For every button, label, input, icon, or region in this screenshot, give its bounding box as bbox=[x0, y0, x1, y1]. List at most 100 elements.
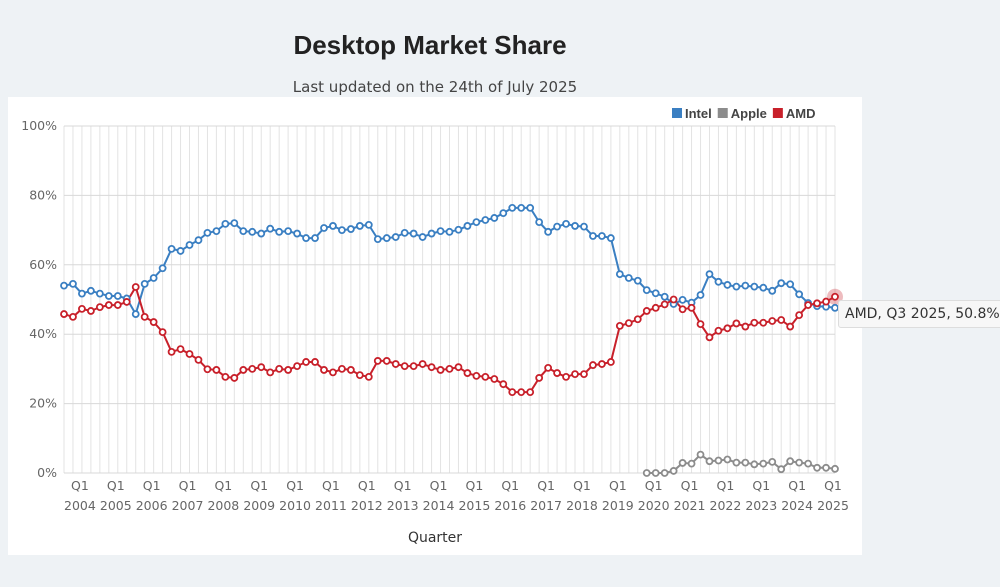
data-point-apple bbox=[696, 450, 705, 459]
data-point-intel bbox=[598, 232, 606, 240]
x-tick-year: 2023 bbox=[745, 498, 777, 513]
data-point-intel bbox=[302, 234, 310, 242]
x-tick-year: 2008 bbox=[207, 498, 239, 513]
x-tick-quarter: Q1 bbox=[788, 478, 806, 493]
data-point-amd bbox=[804, 301, 813, 309]
data-point-amd bbox=[472, 371, 481, 380]
x-tick-year: 2005 bbox=[100, 498, 132, 513]
data-point-amd bbox=[651, 303, 660, 312]
data-point-amd bbox=[320, 366, 328, 374]
data-point-amd bbox=[831, 292, 839, 301]
data-point-intel bbox=[185, 241, 194, 249]
data-point-intel bbox=[95, 289, 104, 298]
data-point-amd bbox=[86, 307, 95, 315]
data-point-intel bbox=[535, 218, 544, 227]
data-point-intel bbox=[759, 283, 768, 292]
data-point-amd bbox=[212, 366, 221, 374]
data-point-intel bbox=[104, 292, 113, 300]
data-point-amd bbox=[499, 380, 508, 389]
data-point-intel bbox=[409, 229, 418, 238]
x-tick-quarter: Q1 bbox=[752, 478, 770, 493]
data-point-intel bbox=[194, 236, 203, 245]
data-point-intel bbox=[293, 229, 301, 238]
data-point-intel bbox=[221, 219, 230, 228]
data-point-amd bbox=[355, 371, 364, 380]
data-point-intel bbox=[678, 295, 687, 304]
data-point-intel bbox=[705, 270, 714, 279]
y-tick-label: 0% bbox=[37, 465, 57, 480]
x-tick-quarter: Q1 bbox=[322, 478, 340, 493]
y-tick-label: 40% bbox=[29, 326, 57, 341]
data-point-amd bbox=[660, 300, 669, 309]
legend-swatch-amd bbox=[772, 108, 783, 118]
data-point-amd bbox=[69, 312, 77, 321]
data-point-amd bbox=[95, 303, 104, 312]
x-tick-year: 2017 bbox=[530, 498, 562, 513]
data-point-intel bbox=[131, 310, 140, 318]
data-point-intel bbox=[714, 277, 723, 286]
data-point-intel bbox=[266, 224, 275, 233]
data-point-amd bbox=[266, 368, 275, 377]
data-point-amd bbox=[741, 322, 750, 331]
data-point-amd bbox=[642, 307, 651, 315]
data-point-intel bbox=[158, 264, 167, 273]
data-point-intel bbox=[553, 222, 561, 231]
x-tick-quarter: Q1 bbox=[681, 478, 699, 493]
data-point-intel bbox=[427, 229, 436, 238]
data-point-intel bbox=[149, 274, 158, 282]
data-point-amd bbox=[436, 366, 445, 374]
data-point-intel bbox=[624, 274, 633, 282]
data-point-amd bbox=[230, 374, 239, 382]
data-point-amd bbox=[732, 319, 741, 328]
x-tick-year: 2018 bbox=[566, 498, 598, 513]
data-point-intel bbox=[544, 227, 553, 236]
x-tick-year: 2021 bbox=[674, 498, 706, 513]
data-point-intel bbox=[490, 214, 499, 222]
data-point-amd bbox=[562, 372, 570, 381]
data-point-intel bbox=[400, 228, 409, 237]
data-point-amd bbox=[544, 363, 553, 372]
data-point-intel bbox=[436, 227, 445, 236]
data-point-amd bbox=[122, 298, 131, 306]
data-point-amd bbox=[346, 366, 355, 374]
data-point-amd bbox=[526, 388, 535, 397]
data-point-apple bbox=[768, 457, 777, 466]
data-point-amd bbox=[777, 316, 786, 324]
data-point-amd bbox=[750, 318, 759, 327]
data-point-amd bbox=[140, 312, 149, 321]
x-tick-quarter: Q1 bbox=[573, 478, 591, 493]
y-tick-label: 80% bbox=[29, 187, 57, 202]
x-tick-quarter: Q1 bbox=[717, 478, 735, 493]
data-point-apple bbox=[777, 465, 786, 474]
data-point-intel bbox=[445, 227, 454, 236]
data-point-amd bbox=[445, 364, 454, 373]
x-tick-quarter: Q1 bbox=[501, 478, 519, 493]
data-point-intel bbox=[750, 282, 759, 291]
data-point-apple bbox=[795, 458, 804, 467]
data-point-apple bbox=[822, 463, 830, 472]
data-point-amd bbox=[795, 311, 804, 320]
data-point-amd bbox=[131, 283, 140, 291]
x-tick-year: 2019 bbox=[602, 498, 634, 513]
data-point-amd bbox=[302, 358, 310, 366]
data-point-amd bbox=[615, 321, 624, 330]
data-point-amd bbox=[427, 363, 436, 372]
data-point-apple bbox=[705, 457, 714, 466]
data-point-intel bbox=[418, 233, 427, 241]
data-point-amd bbox=[786, 322, 795, 331]
data-point-amd bbox=[669, 295, 678, 304]
data-point-amd bbox=[203, 365, 212, 374]
data-point-apple bbox=[651, 469, 660, 477]
data-point-amd bbox=[678, 305, 687, 314]
data-point-amd bbox=[418, 360, 427, 368]
data-point-apple bbox=[831, 464, 839, 473]
data-point-amd bbox=[194, 355, 203, 364]
x-tick-year: 2020 bbox=[638, 498, 670, 513]
x-tick-quarter: Q1 bbox=[286, 478, 304, 493]
data-point-amd bbox=[60, 310, 68, 318]
data-point-intel bbox=[284, 227, 293, 236]
data-point-intel bbox=[78, 289, 86, 298]
x-tick-quarter: Q1 bbox=[824, 478, 842, 493]
x-tick-quarter: Q1 bbox=[250, 478, 268, 493]
data-point-amd bbox=[409, 362, 418, 371]
